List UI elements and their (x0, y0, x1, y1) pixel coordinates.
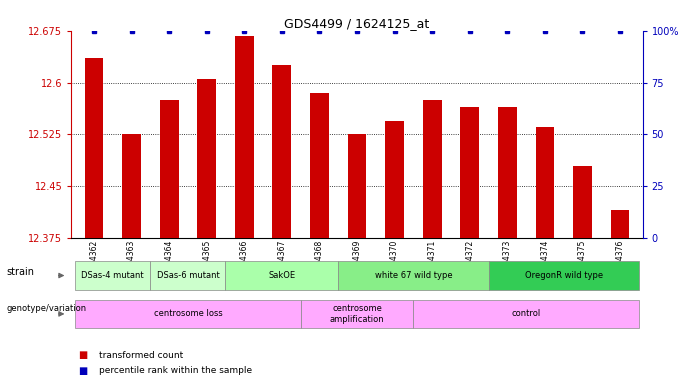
Bar (423, 100, 441, 238)
Text: genotype/variation: genotype/variation (7, 304, 87, 313)
Bar (273, 65, 291, 238)
Bar (573, 166, 592, 238)
Title: GDS4499 / 1624125_at: GDS4499 / 1624125_at (284, 17, 430, 30)
Text: OregonR wild type: OregonR wild type (525, 271, 602, 280)
Text: percentile rank within the sample: percentile rank within the sample (99, 366, 252, 375)
Text: centrosome
amplification: centrosome amplification (330, 304, 384, 324)
Text: ■: ■ (78, 350, 88, 360)
Text: control: control (511, 310, 541, 318)
Bar (611, 210, 630, 238)
Bar (84, 58, 103, 238)
Bar (310, 93, 329, 238)
Text: centrosome loss: centrosome loss (154, 310, 222, 318)
Bar (160, 100, 178, 238)
Bar (235, 36, 254, 238)
Text: SakOE: SakOE (269, 271, 295, 280)
Text: ■: ■ (78, 366, 88, 376)
Bar (122, 134, 141, 238)
Text: strain: strain (7, 266, 35, 277)
Text: DSas-6 mutant: DSas-6 mutant (156, 271, 219, 280)
Bar (536, 127, 554, 238)
Bar (498, 107, 517, 238)
Text: white 67 wild type: white 67 wild type (375, 271, 452, 280)
Bar (460, 107, 479, 238)
Bar (347, 134, 367, 238)
Bar (197, 79, 216, 238)
Text: transformed count: transformed count (99, 351, 183, 360)
Text: DSas-4 mutant: DSas-4 mutant (82, 271, 144, 280)
Bar (385, 121, 404, 238)
